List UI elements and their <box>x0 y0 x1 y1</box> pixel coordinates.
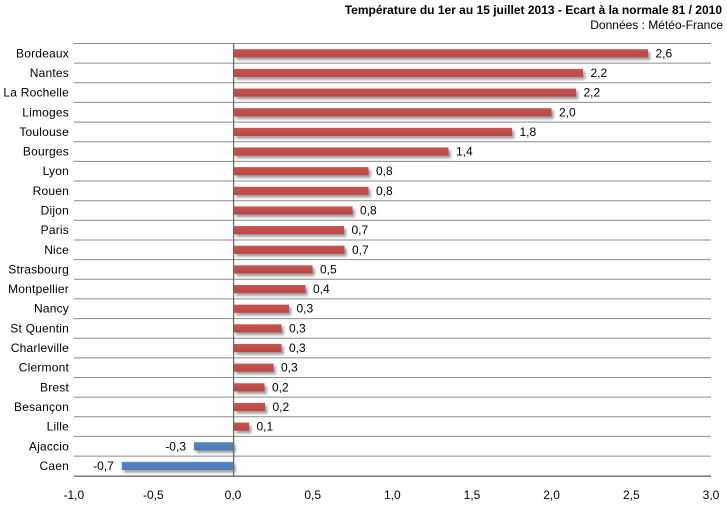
svg-text:Montpellier: Montpellier <box>8 282 69 296</box>
svg-text:Besançon: Besançon <box>14 400 69 414</box>
svg-text:Données : Météo-France: Données : Météo-France <box>590 18 723 32</box>
svg-text:3,0: 3,0 <box>703 488 720 502</box>
svg-text:Nancy: Nancy <box>34 302 69 316</box>
svg-text:0,0: 0,0 <box>225 488 242 502</box>
svg-text:1,0: 1,0 <box>384 488 401 502</box>
svg-text:2,0: 2,0 <box>559 105 576 119</box>
svg-text:Caen: Caen <box>40 459 70 473</box>
svg-text:0,8: 0,8 <box>376 164 393 178</box>
svg-text:-1,0: -1,0 <box>63 488 84 502</box>
svg-text:Strasbourg: Strasbourg <box>8 262 69 276</box>
svg-text:0,2: 0,2 <box>272 380 289 394</box>
svg-text:0,8: 0,8 <box>360 204 377 218</box>
svg-text:Bourges: Bourges <box>23 145 69 159</box>
svg-text:0,3: 0,3 <box>297 302 314 316</box>
svg-text:1,4: 1,4 <box>456 145 473 159</box>
svg-text:Clermont: Clermont <box>19 361 70 375</box>
svg-text:Toulouse: Toulouse <box>19 125 69 139</box>
svg-text:Bordeaux: Bordeaux <box>16 46 69 60</box>
svg-text:La Rochelle: La Rochelle <box>3 86 69 100</box>
svg-text:Ajaccio: Ajaccio <box>29 439 69 453</box>
svg-text:Charleville: Charleville <box>11 341 69 355</box>
svg-text:2,6: 2,6 <box>656 46 673 60</box>
svg-text:Rouen: Rouen <box>33 184 69 198</box>
svg-text:-0,7: -0,7 <box>93 459 114 473</box>
svg-text:Température du 1er au 15 juill: Température du 1er au 15 juillet 2013 - … <box>345 3 723 17</box>
svg-text:Lille: Lille <box>47 420 69 434</box>
svg-text:0,3: 0,3 <box>289 341 306 355</box>
svg-text:0,2: 0,2 <box>273 400 290 414</box>
svg-text:0,7: 0,7 <box>352 243 369 257</box>
svg-text:1,8: 1,8 <box>520 125 537 139</box>
svg-text:0,4: 0,4 <box>313 282 330 296</box>
svg-text:Nantes: Nantes <box>30 66 69 80</box>
svg-text:2,5: 2,5 <box>623 488 640 502</box>
svg-text:Dijon: Dijon <box>41 204 69 218</box>
svg-text:-0,5: -0,5 <box>143 488 164 502</box>
svg-text:2,0: 2,0 <box>543 488 560 502</box>
svg-text:0,5: 0,5 <box>320 262 337 276</box>
svg-text:2,2: 2,2 <box>584 86 601 100</box>
svg-text:0,7: 0,7 <box>352 223 369 237</box>
svg-text:0,5: 0,5 <box>304 488 321 502</box>
svg-text:-0,3: -0,3 <box>165 439 186 453</box>
svg-text:0,1: 0,1 <box>257 420 274 434</box>
svg-text:St Quentin: St Quentin <box>10 321 69 335</box>
svg-text:Brest: Brest <box>40 380 69 394</box>
svg-text:Limoges: Limoges <box>22 105 69 119</box>
svg-text:0,8: 0,8 <box>376 184 393 198</box>
svg-text:0,3: 0,3 <box>281 361 298 375</box>
svg-text:2,2: 2,2 <box>591 66 608 80</box>
svg-text:0,3: 0,3 <box>289 321 306 335</box>
svg-text:Nice: Nice <box>44 243 69 257</box>
svg-text:1,5: 1,5 <box>464 488 481 502</box>
svg-text:Paris: Paris <box>41 223 69 237</box>
svg-text:Lyon: Lyon <box>43 164 69 178</box>
